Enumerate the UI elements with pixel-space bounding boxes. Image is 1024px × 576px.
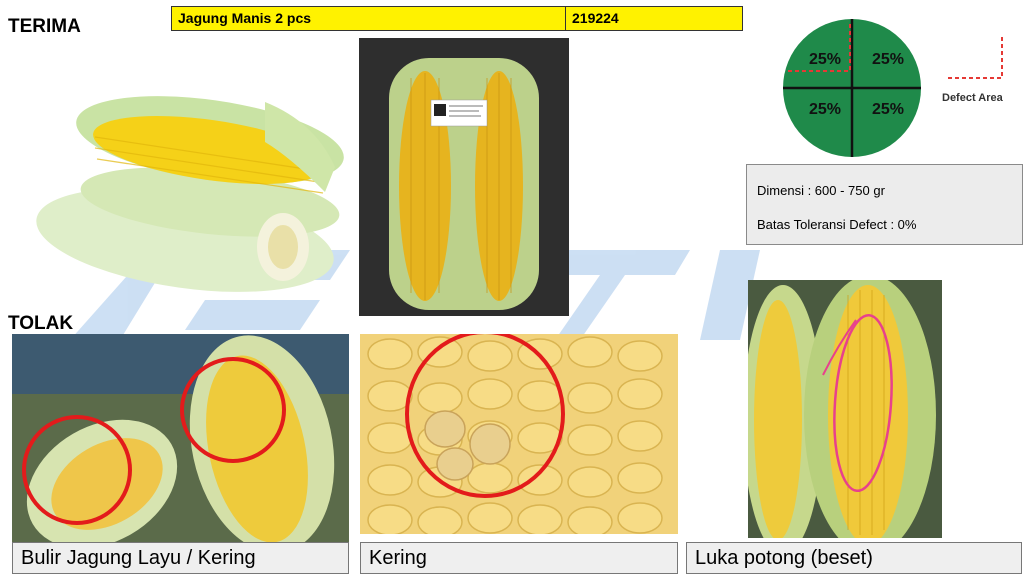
quadrant-bottom-left: 25% (809, 101, 841, 118)
reject-caption-wilted: Bulir Jagung Layu / Kering (12, 542, 349, 574)
spec-box: Dimensi : 600 - 750 gr Batas Toleransi D… (746, 164, 1023, 245)
reject-caption-cut: Luka potong (beset) (686, 542, 1022, 574)
defect-marker (788, 22, 851, 72)
legend-defect-marker (948, 34, 1003, 79)
accept-heading: TERIMA (8, 16, 81, 37)
reject-caption-dry: Kering (360, 542, 678, 574)
accepted-corn-photo (36, 96, 344, 292)
reject-heading: TOLAK (8, 313, 74, 334)
highlight-circle (180, 357, 286, 463)
reject-photo-dry (360, 334, 678, 534)
packaged-corn-photo (359, 38, 569, 316)
product-code: 219224 (572, 10, 619, 26)
spec-tolerance: Batas Toleransi Defect : 0% (757, 217, 917, 232)
quadrant-top-right: 25% (872, 51, 904, 68)
reject-photo-wilted (12, 334, 349, 542)
quadrant-bottom-right: 25% (872, 101, 904, 118)
quadrant-top-left: 25% (809, 51, 841, 68)
product-header-table: Jagung Manis 2 pcs 219224 (171, 6, 743, 31)
highlight-circle (22, 415, 132, 525)
spec-dimension: Dimensi : 600 - 750 gr (757, 183, 885, 198)
defect-area-diagram: 25% 25% 25% 25% Defect Area (783, 19, 1004, 157)
legend-label: Defect Area (942, 92, 1004, 104)
reject-photo-cut (748, 280, 942, 538)
product-name: Jagung Manis 2 pcs (172, 7, 566, 30)
cut-mark (833, 313, 893, 493)
highlight-circle (405, 334, 565, 498)
